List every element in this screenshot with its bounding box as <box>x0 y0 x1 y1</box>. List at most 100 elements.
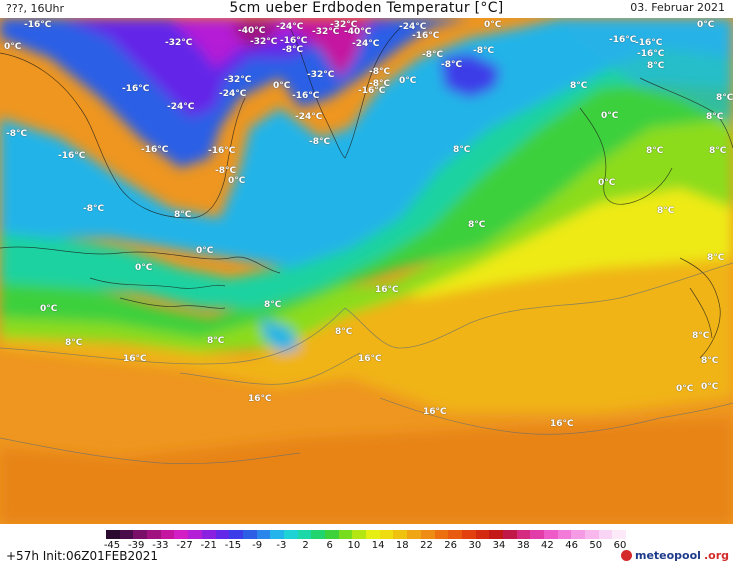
temp-label: -8°C <box>83 204 105 214</box>
temp-label: -8°C <box>441 60 463 70</box>
temp-label: -40°C <box>344 27 372 37</box>
temp-label: 8°C <box>646 146 664 156</box>
temp-label: -8°C <box>282 45 304 55</box>
color-scale-swatch <box>530 530 544 539</box>
temp-label: 16°C <box>123 354 147 364</box>
temp-label: -32°C <box>224 75 252 85</box>
color-scale-tick-label: 18 <box>395 540 409 551</box>
color-scale-swatch <box>119 530 134 539</box>
temp-label: -32°C <box>312 27 340 37</box>
temp-label: 16°C <box>423 407 447 417</box>
temp-label: 0°C <box>196 246 214 256</box>
color-scale-swatch <box>407 530 421 539</box>
color-scale-swatch <box>283 530 298 539</box>
temp-label: 0°C <box>135 263 153 273</box>
forecast-date: 03. Februar 2021 <box>630 1 725 14</box>
temp-label: -16°C <box>358 86 386 96</box>
color-scale-swatch <box>297 530 312 539</box>
temp-label: -8°C <box>369 79 391 89</box>
color-scale-swatch <box>489 530 503 539</box>
temp-label: -8°C <box>473 46 495 56</box>
color-scale-swatch <box>557 530 572 539</box>
temp-label: 8°C <box>468 220 486 230</box>
temp-label: -24°C <box>295 112 323 122</box>
color-scale-tick-label: 46 <box>565 540 578 551</box>
temp-label: 16°C <box>550 419 574 429</box>
temp-label: 0°C <box>676 384 694 394</box>
color-scale-swatch <box>133 530 148 539</box>
map-title: 5cm ueber Erdboden Temperatur [°C] <box>229 0 504 16</box>
temp-label: 8°C <box>174 210 192 220</box>
color-scale-tick-label: 50 <box>589 540 603 551</box>
temp-label: 0°C <box>273 81 291 91</box>
temp-label: 0°C <box>601 111 619 121</box>
temp-label: -8°C <box>215 166 237 176</box>
color-scale-swatch <box>270 530 284 539</box>
temp-label: -24°C <box>219 89 247 99</box>
color-scale-swatch <box>325 530 339 539</box>
color-scale-tick-label: 10 <box>347 540 361 551</box>
temp-label: 8°C <box>65 338 83 348</box>
temp-label: 8°C <box>701 356 719 366</box>
logo-icon <box>620 550 632 561</box>
color-scale-swatch <box>106 530 120 539</box>
temp-label: -16°C <box>280 36 308 46</box>
color-scale-swatch <box>434 530 449 539</box>
logo-text: meteopool <box>634 549 701 562</box>
color-scale-swatch <box>475 530 490 539</box>
color-scale-swatch <box>502 530 517 539</box>
temp-label: -32°C <box>330 20 358 30</box>
temperature-map: -16°C -32°C -40°C -24°C -32°C -32°C -24°… <box>0 18 733 524</box>
temp-label: -16°C <box>637 49 665 59</box>
temp-label: -16°C <box>141 145 169 155</box>
temp-label: 8°C <box>706 112 724 122</box>
color-scale-tick-label: 22 <box>420 540 433 551</box>
temp-label: -24°C <box>352 39 380 49</box>
color-scale-swatch <box>352 530 367 539</box>
temp-label: -16°C <box>58 151 86 161</box>
temp-label: 8°C <box>709 146 727 156</box>
temp-label: -32°C <box>165 38 193 48</box>
color-scale-tick-label: 2 <box>302 540 309 551</box>
color-scale-swatch <box>229 530 243 539</box>
temp-label: -8°C <box>309 137 331 147</box>
color-scale-swatch <box>571 530 586 539</box>
color-scale-swatch <box>311 530 325 539</box>
temp-label: -8°C <box>422 50 444 60</box>
temp-label: -32°C <box>307 70 335 80</box>
temp-label: -16°C <box>412 31 440 41</box>
color-scale-swatch <box>461 530 476 539</box>
temp-label: -32°C <box>250 37 278 47</box>
temp-label: 8°C <box>264 300 282 310</box>
temp-label: -8°C <box>369 67 391 77</box>
color-scale-swatch <box>174 530 189 539</box>
color-scale-tick-label: -9 <box>252 540 263 551</box>
temperature-field <box>0 18 733 524</box>
color-scale-swatch <box>215 530 230 539</box>
color-scale-ticks: -45 -39 -33 -27 -21 -15 -9 -3 2 6 10 14 18 22 26 30 34 38… <box>103 540 627 552</box>
color-scale-tick-label: -15 <box>224 540 242 551</box>
temp-label: -16°C <box>292 91 320 101</box>
temp-label: 16°C <box>375 285 399 295</box>
color-scale-tick-label: -45 <box>103 540 121 551</box>
temp-label: -8°C <box>6 129 28 139</box>
meteopool-logo[interactable]: meteopool .org <box>620 549 729 562</box>
temp-label: -16°C <box>24 20 52 30</box>
color-scale-swatch <box>585 530 599 539</box>
temp-label: 8°C <box>707 253 725 263</box>
color-scale-tick-label: 60 <box>613 540 627 551</box>
color-scale-swatch <box>379 530 394 539</box>
color-scale-swatch <box>544 530 558 539</box>
temp-label: -24°C <box>167 102 195 112</box>
temp-label: 8°C <box>453 145 471 155</box>
temp-label: 0°C <box>484 20 502 30</box>
color-scale-swatch <box>366 530 380 539</box>
temp-label: -16°C <box>122 84 150 94</box>
temp-label: 8°C <box>335 327 353 337</box>
color-scale-swatch <box>188 530 202 539</box>
temp-label: -16°C <box>208 146 236 156</box>
color-scale-swatch <box>160 530 175 539</box>
temp-label: -16°C <box>609 35 637 45</box>
temp-label: 8°C <box>207 336 225 346</box>
color-scale-bar <box>106 530 627 539</box>
